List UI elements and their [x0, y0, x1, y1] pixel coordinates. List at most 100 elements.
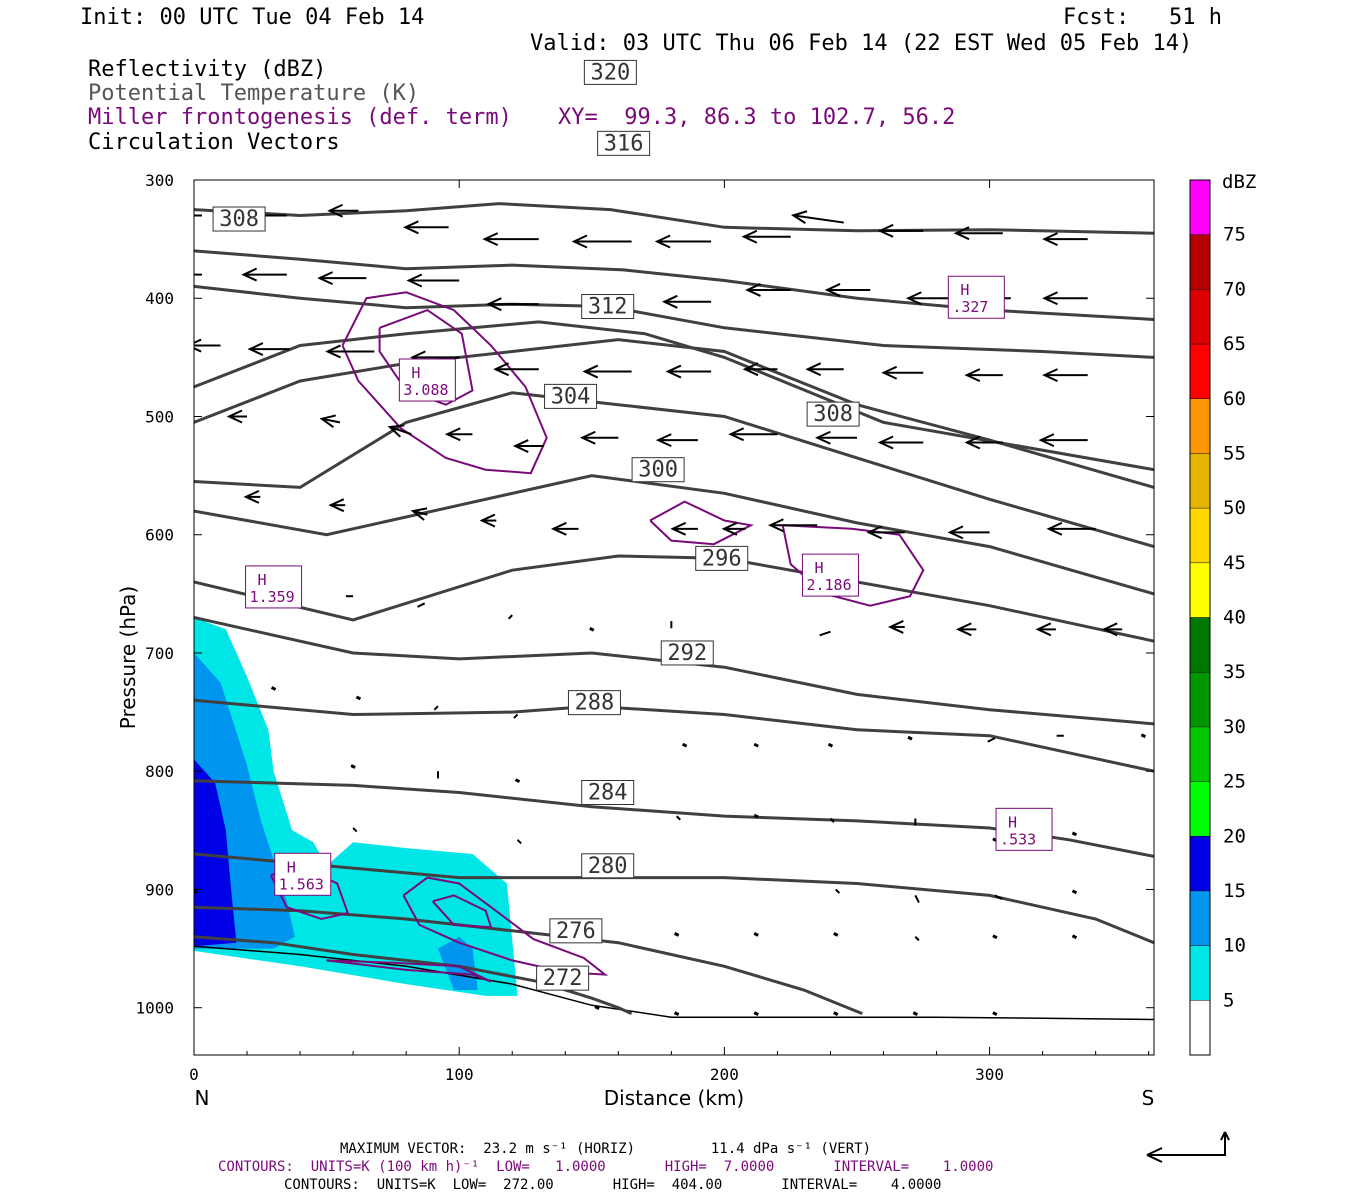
colorbar-label: 30	[1223, 716, 1246, 738]
vector-head	[1038, 433, 1055, 448]
vector-shaft	[992, 1011, 998, 1016]
colorbar-label: 10	[1223, 935, 1246, 957]
theta-label-box	[597, 130, 651, 156]
vector-shaft	[1140, 733, 1147, 739]
colorbar-label: 75	[1223, 224, 1246, 246]
vector-head	[866, 525, 883, 540]
vector-shaft	[270, 686, 277, 691]
theta-label-280: 280	[581, 853, 635, 879]
circulation-vector	[914, 894, 920, 904]
vector-shaft	[994, 894, 1003, 900]
contour-labels: 272 276 280 284 288 292 296 300 304 308 308 312 316 3…	[212, 59, 860, 991]
circulation-vector	[964, 368, 1003, 383]
circulation-vector	[877, 435, 924, 450]
colorbar-bin	[1190, 726, 1210, 782]
vector-head	[512, 439, 529, 453]
theta-contour-308	[194, 320, 1154, 472]
fronto-high-value: 3.088	[403, 381, 448, 399]
vector-head	[665, 364, 682, 379]
vector-shaft	[675, 815, 681, 821]
circulation-vector	[194, 338, 221, 353]
vector-shaft	[833, 932, 839, 937]
vector-shaft	[1071, 831, 1078, 837]
circulation-vector	[681, 742, 688, 748]
colorbar-unit: dBZ	[1222, 171, 1256, 193]
circulation-vector	[654, 234, 712, 249]
theta-label-box	[631, 457, 685, 483]
theta-contour-info: CONTOURS: UNITS=K LOW= 272.00 HIGH= 404.…	[284, 1177, 942, 1193]
colorbar-bin	[1190, 453, 1210, 509]
theta-label-box	[567, 690, 621, 716]
fronto-high-box	[947, 275, 1005, 319]
circulation-vector	[814, 430, 857, 445]
circulation-vector	[513, 713, 519, 719]
theta-contour-320	[194, 202, 1154, 235]
theta-label-box	[695, 545, 749, 571]
max-vector-info: MAXIMUM VECTOR: 23.2 m s⁻¹ (HORIZ) 11.4 …	[340, 1141, 872, 1157]
vector-shaft	[753, 742, 759, 748]
vector-shaft	[827, 742, 834, 748]
vector-shaft	[753, 813, 759, 819]
vector-head	[479, 513, 496, 528]
colorbar-label: 70	[1223, 278, 1246, 300]
vector-shaft	[355, 695, 362, 701]
vector-head	[317, 271, 333, 286]
colorbar-label: 15	[1223, 880, 1246, 902]
fronto-high-value: 1.359	[250, 588, 295, 606]
vector-head	[881, 365, 898, 380]
vector-head	[582, 364, 599, 379]
fronto-high-box	[398, 358, 456, 402]
circulation-vector	[790, 210, 844, 224]
vector-shaft	[514, 778, 521, 784]
circulation-vector	[1042, 368, 1088, 383]
valid-time: Valid: 03 UTC Thu 06 Feb 14 (22 EST Wed …	[530, 31, 1193, 56]
vector-head	[741, 229, 758, 244]
vector-shaft	[1071, 934, 1078, 940]
fronto-high-symbol: H	[258, 571, 267, 589]
theta-label-284: 284	[581, 780, 635, 806]
vector-shaft	[412, 510, 428, 516]
x-axis-label: Distance (km)	[604, 1086, 744, 1110]
x-tick-label: 300	[975, 1065, 1004, 1084]
theta-contour-288	[194, 698, 1154, 773]
circulation-vector	[319, 414, 341, 429]
circulation-vector	[194, 273, 202, 276]
vector-shaft	[516, 839, 522, 845]
circulation-vector	[912, 1011, 918, 1016]
plot-frame	[193, 179, 1155, 1056]
y-axis-label: Pressure (hPa)	[116, 586, 140, 729]
circulation-vector	[905, 291, 956, 306]
vector-head	[1042, 368, 1058, 383]
vector-head	[226, 409, 243, 424]
field-reflectivity: Reflectivity (dBZ)	[88, 57, 327, 82]
circulation-vector	[350, 764, 356, 769]
vector-shaft	[433, 705, 439, 711]
vector-head	[824, 283, 841, 297]
colorbar-bin	[1190, 617, 1210, 673]
y-tick-label: 1000	[135, 999, 174, 1018]
circulation-vector	[655, 433, 698, 448]
circulation-vector	[512, 439, 545, 453]
x-tick-label: 0	[189, 1065, 199, 1084]
colorbar: 5 10 15 20 25 30 35 40 45 50 55 60 65 70 75 dBZ	[1189, 171, 1256, 1056]
vector-head	[328, 498, 345, 513]
theta-label-text: 280	[588, 854, 628, 879]
circulation-vector	[571, 234, 632, 249]
vector-shaft	[1071, 889, 1078, 895]
vector-head	[955, 622, 972, 637]
circulation-vector	[742, 362, 778, 377]
colorbar-label: 25	[1223, 771, 1246, 793]
theta-label-box	[660, 640, 714, 666]
circulation-vector	[824, 283, 871, 297]
circulation-vector	[994, 894, 1003, 900]
vector-head	[325, 344, 341, 359]
theta-label-272: 272	[536, 965, 590, 991]
vector-shaft	[835, 888, 841, 894]
colorbar-bin	[1190, 945, 1210, 1001]
theta-label-text: 292	[667, 641, 707, 666]
vector-head	[402, 220, 419, 235]
x-tick-label: 200	[710, 1065, 739, 1084]
circulation-vector	[550, 521, 579, 536]
vector-shaft	[753, 1011, 759, 1016]
theta-label-text: 304	[551, 384, 591, 409]
